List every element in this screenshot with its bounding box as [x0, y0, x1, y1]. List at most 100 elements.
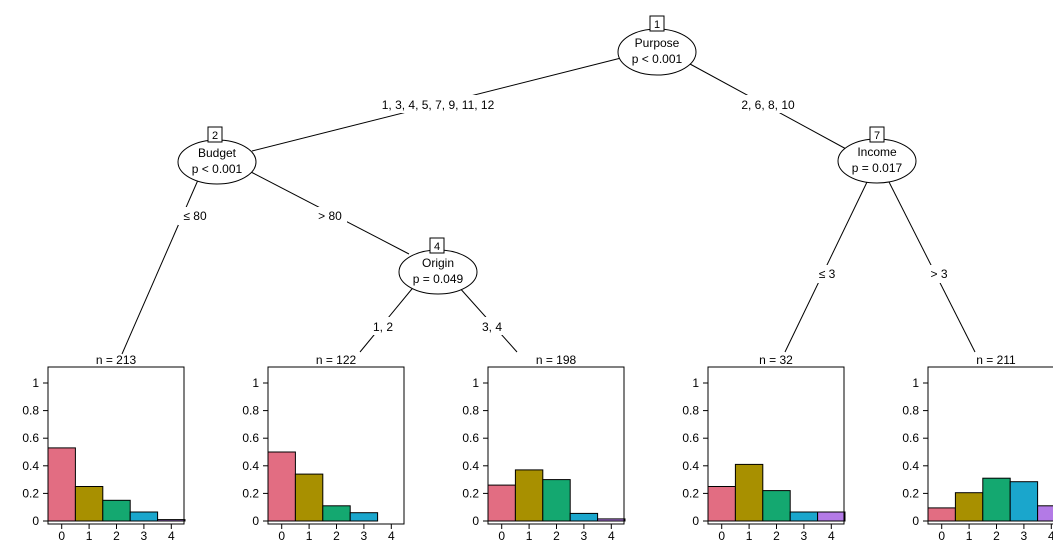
y-tick-label: 1	[32, 376, 39, 390]
terminal-n-label: n = 211	[976, 353, 1016, 367]
bar-class-3	[1009, 481, 1039, 522]
edge-label-4-6: 3, 4	[476, 317, 508, 335]
y-tick-label: 0.2	[22, 486, 39, 500]
bar-class-3	[789, 511, 819, 522]
bar-class-0	[47, 447, 76, 522]
x-tick-label: 2	[113, 529, 120, 542]
y-tick-label: 0	[912, 514, 919, 528]
terminal-n-label: n = 198	[536, 353, 577, 367]
y-tick-label: 0.4	[242, 459, 259, 473]
x-tick-label: 0	[938, 529, 945, 542]
y-tick-label: 0.2	[902, 486, 919, 500]
node-4-id-box	[429, 237, 445, 254]
y-tick-label: 0.6	[462, 431, 479, 445]
node-2-id-box	[207, 126, 223, 143]
svg-text:≤ 80: ≤ 80	[183, 209, 207, 223]
node-1-variable: Purpose	[635, 36, 680, 50]
y-tick-label: 0.8	[242, 404, 259, 418]
bar-class-3	[129, 511, 159, 522]
bar-class-4	[157, 519, 186, 522]
y-tick-label: 1	[252, 376, 259, 390]
y-tick-label: 0	[472, 514, 479, 528]
bar-class-0	[707, 486, 736, 522]
bar-class-3	[349, 512, 379, 522]
tree-node-2: 2 Budget p < 0.001	[177, 126, 257, 185]
terminal-node-5: n = 122 0 0.2 0.4 0.6 0.8 1 0 1 2 3 4	[242, 353, 405, 542]
bar-class-2	[982, 477, 1011, 522]
x-tick-label: 2	[773, 529, 780, 542]
x-tick-label: 2	[993, 529, 1000, 542]
y-tick-label: 0.2	[462, 486, 479, 500]
edge-label-2-4: > 80	[313, 207, 347, 225]
node-7-id-box	[869, 126, 885, 143]
node-4-variable: Origin	[422, 256, 454, 270]
edge-2-3	[121, 179, 199, 355]
x-tick-label: 3	[801, 529, 808, 542]
bar-class-2	[322, 505, 351, 522]
terminal-n-label: n = 213	[96, 353, 137, 367]
y-tick-label: 0.2	[242, 486, 259, 500]
y-tick-label: 1	[472, 376, 479, 390]
y-tick-label: 0.8	[902, 404, 919, 418]
y-tick-label: 0.4	[682, 459, 699, 473]
bar-class-1	[74, 486, 104, 522]
x-tick-label: 1	[966, 529, 973, 542]
x-tick-label: 0	[278, 529, 285, 542]
y-tick-label: 0	[252, 514, 259, 528]
node-1-id-box	[649, 15, 665, 32]
x-tick-label: 4	[388, 529, 395, 542]
tree-node-4: 4 Origin p = 0.049	[398, 237, 478, 295]
node-2-id: 2	[212, 130, 218, 142]
x-tick-label: 1	[746, 529, 753, 542]
y-tick-label: 0	[692, 514, 699, 528]
x-tick-label: 4	[1048, 529, 1053, 542]
node-4-id: 4	[434, 241, 440, 253]
node-7-pvalue: p = 0.017	[852, 161, 903, 175]
edge-label-2-3: ≤ 80	[178, 207, 212, 225]
x-tick-label: 0	[498, 529, 505, 542]
svg-text:1, 3, 4, 5, 7, 9, 11, 12: 1, 3, 4, 5, 7, 9, 11, 12	[382, 98, 495, 112]
terminal-node-6: n = 198 0 0.2 0.4 0.6 0.8 1 0 1 2 3 4	[462, 353, 626, 542]
svg-text:3, 4: 3, 4	[482, 320, 502, 334]
terminal-n-label: n = 32	[759, 353, 793, 367]
x-tick-label: 1	[86, 529, 93, 542]
node-1-id: 1	[654, 19, 660, 31]
x-tick-label: 3	[141, 529, 148, 542]
y-tick-label: 0.8	[462, 404, 479, 418]
x-tick-label: 0	[718, 529, 725, 542]
y-tick-label: 0.4	[902, 459, 919, 473]
bar-class-4	[817, 511, 846, 522]
y-tick-label: 0.6	[902, 431, 919, 445]
node-1-pvalue: p < 0.001	[632, 52, 683, 66]
node-2-pvalue: p < 0.001	[192, 162, 243, 176]
edge-label-7-8: ≤ 3	[814, 265, 840, 283]
svg-text:1, 2: 1, 2	[373, 320, 393, 334]
terminal-node-9: n = 211 0 0.2 0.4 0.6 0.8 1 0 1 2 3 4	[902, 353, 1053, 542]
tree-node-7: 7 Income p = 0.017	[837, 126, 917, 184]
y-tick-label: 0.8	[22, 404, 39, 418]
bar-class-4	[1037, 505, 1053, 522]
bar-class-0	[927, 507, 956, 522]
node-4-pvalue: p = 0.049	[413, 272, 464, 286]
bar-class-1	[514, 469, 544, 522]
y-tick-label: 0.4	[462, 459, 479, 473]
edge-label-4-5: 1, 2	[367, 317, 399, 335]
y-tick-label: 1	[692, 376, 699, 390]
y-tick-label: 0.4	[22, 459, 39, 473]
bar-class-1	[954, 492, 984, 522]
bar-class-1	[294, 473, 324, 522]
bar-class-0	[267, 451, 296, 522]
terminal-node-8: n = 32 0 0.2 0.4 0.6 0.8 1 0 1 2 3 4	[682, 353, 846, 542]
x-tick-label: 3	[1021, 529, 1028, 542]
terminal-panels: n = 213 0 0.2 0.4 0.6 0.8 1 0 1 2 3 4 n = 122 0 0.2 0.4…	[22, 353, 1053, 542]
x-tick-label: 4	[828, 529, 835, 542]
edge-label-1-7: 2, 6, 8, 10	[733, 95, 803, 113]
node-7-variable: Income	[857, 145, 897, 159]
x-tick-label: 0	[58, 529, 65, 542]
bar-class-3	[569, 512, 599, 522]
x-tick-label: 3	[581, 529, 588, 542]
y-tick-label: 1	[912, 376, 919, 390]
bar-class-1	[734, 463, 764, 522]
y-tick-label: 0.6	[682, 431, 699, 445]
